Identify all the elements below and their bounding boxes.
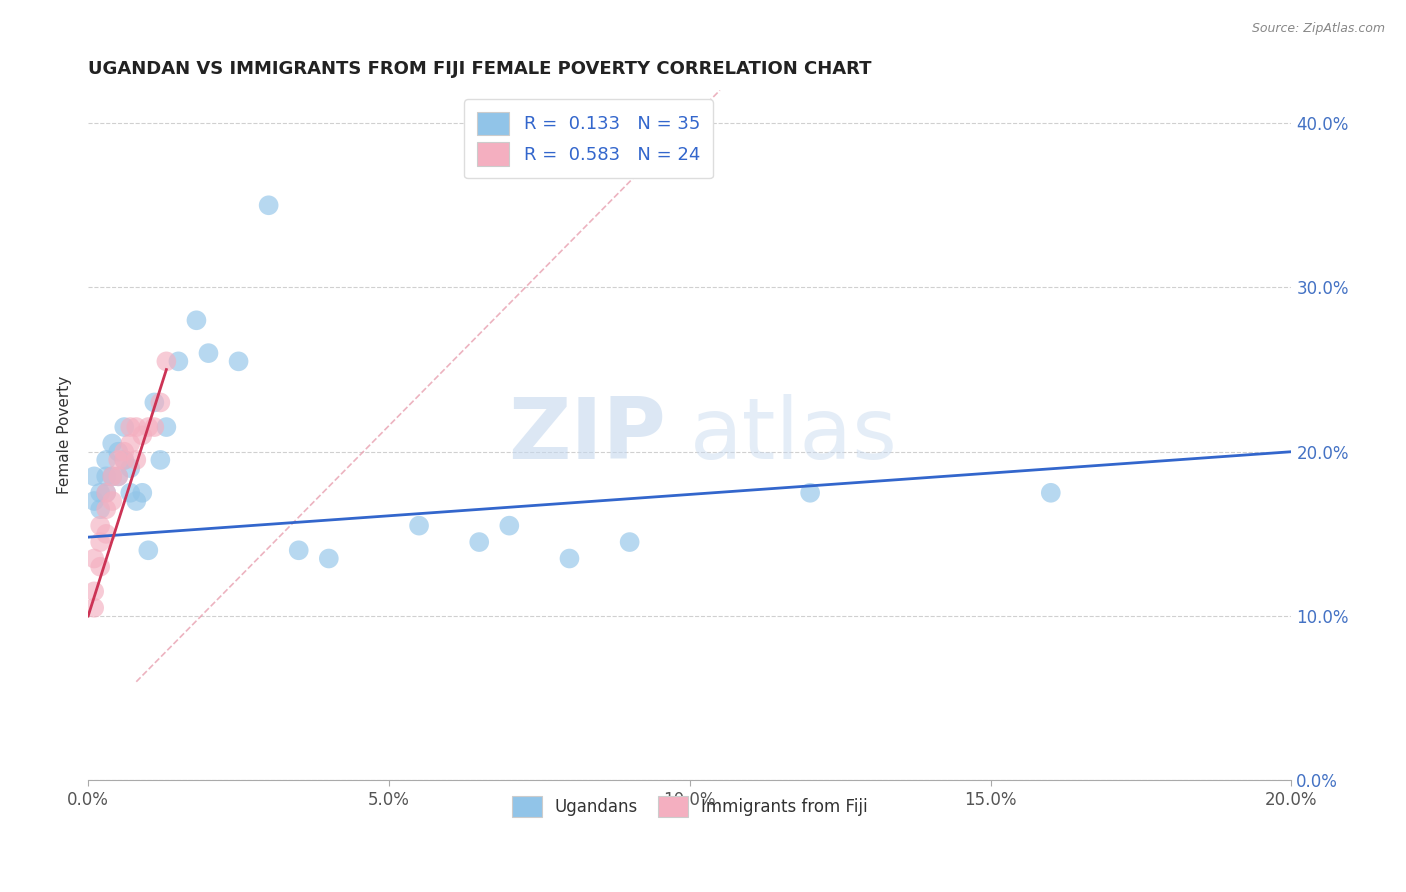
- Point: [83, 551, 105, 566]
- Point: [101, 469, 124, 483]
- Point: [120, 436, 142, 450]
- Point: [112, 420, 135, 434]
- Point: [619, 535, 641, 549]
- Point: [96, 469, 118, 483]
- Point: [120, 420, 142, 434]
- Point: [112, 453, 135, 467]
- Point: [101, 436, 124, 450]
- Point: [83, 584, 105, 599]
- Point: [89, 518, 111, 533]
- Point: [112, 453, 135, 467]
- Point: [107, 453, 129, 467]
- Point: [107, 444, 129, 458]
- Point: [96, 502, 118, 516]
- Point: [799, 485, 821, 500]
- Point: [83, 469, 105, 483]
- Point: [143, 395, 166, 409]
- Point: [120, 485, 142, 500]
- Point: [112, 444, 135, 458]
- Point: [287, 543, 309, 558]
- Point: [468, 535, 491, 549]
- Point: [101, 494, 124, 508]
- Point: [107, 469, 129, 483]
- Point: [498, 518, 520, 533]
- Point: [125, 494, 148, 508]
- Point: [89, 485, 111, 500]
- Point: [89, 559, 111, 574]
- Text: ZIP: ZIP: [508, 393, 665, 477]
- Point: [131, 485, 153, 500]
- Point: [96, 453, 118, 467]
- Point: [136, 543, 159, 558]
- Point: [101, 469, 124, 483]
- Text: UGANDAN VS IMMIGRANTS FROM FIJI FEMALE POVERTY CORRELATION CHART: UGANDAN VS IMMIGRANTS FROM FIJI FEMALE P…: [89, 60, 872, 78]
- Point: [155, 420, 177, 434]
- Point: [149, 453, 172, 467]
- Point: [186, 313, 208, 327]
- Point: [408, 518, 430, 533]
- Point: [136, 420, 159, 434]
- Point: [120, 461, 142, 475]
- Point: [83, 600, 105, 615]
- Point: [125, 420, 148, 434]
- Point: [155, 354, 177, 368]
- Point: [89, 502, 111, 516]
- Point: [96, 485, 118, 500]
- Text: atlas: atlas: [690, 393, 898, 477]
- Point: [143, 420, 166, 434]
- Point: [197, 346, 219, 360]
- Point: [1039, 485, 1062, 500]
- Point: [96, 526, 118, 541]
- Point: [89, 535, 111, 549]
- Point: [558, 551, 581, 566]
- Point: [149, 395, 172, 409]
- Point: [96, 485, 118, 500]
- Text: Source: ZipAtlas.com: Source: ZipAtlas.com: [1251, 22, 1385, 36]
- Y-axis label: Female Poverty: Female Poverty: [58, 376, 72, 494]
- Point: [318, 551, 340, 566]
- Point: [125, 453, 148, 467]
- Point: [107, 469, 129, 483]
- Point: [228, 354, 250, 368]
- Legend: Ugandans, Immigrants from Fiji: Ugandans, Immigrants from Fiji: [505, 789, 875, 823]
- Point: [257, 198, 280, 212]
- Point: [167, 354, 190, 368]
- Point: [131, 428, 153, 442]
- Point: [83, 494, 105, 508]
